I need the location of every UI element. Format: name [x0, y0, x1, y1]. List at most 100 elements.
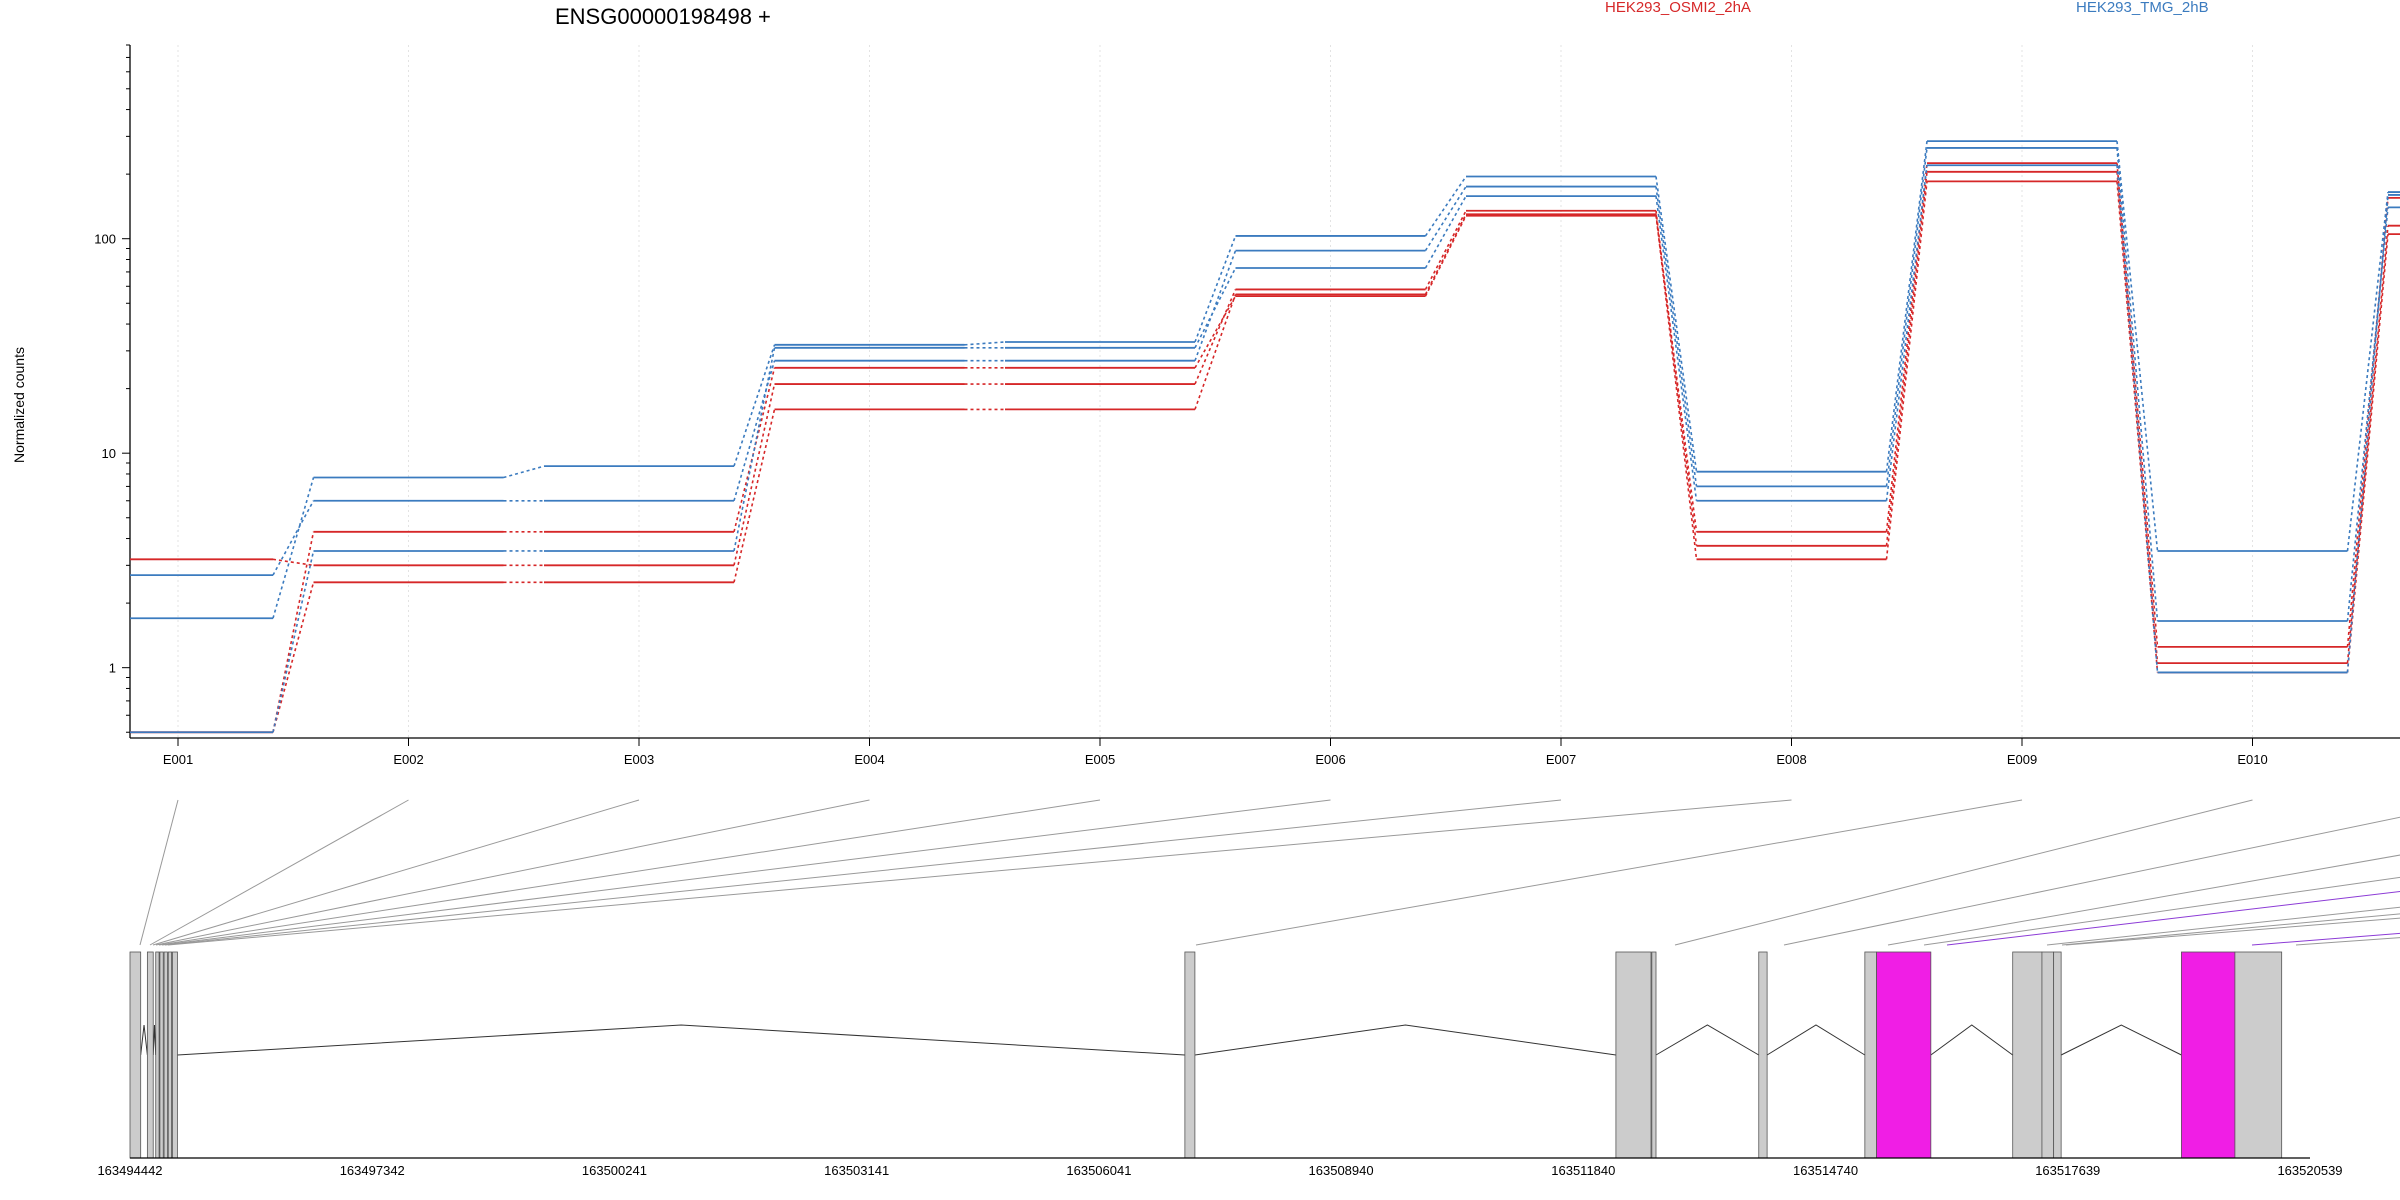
connector-e013: [1923, 876, 2400, 946]
series-6: [130, 164, 2400, 734]
connector: [1194, 235, 1237, 343]
intron: [1766, 1024, 1866, 1056]
connector-e003: [152, 799, 640, 946]
connector-e007: [164, 799, 1562, 946]
connector: [1194, 295, 1237, 369]
connector: [1885, 163, 1928, 532]
exon: [1758, 951, 1768, 1159]
exon: [129, 951, 142, 1159]
genomic-tick-label: 163517639: [2035, 1163, 2100, 1178]
genomic-axis: 163494442 163497342 163500241 163503141 1635…: [97, 1157, 2343, 1178]
exon: [1615, 951, 1652, 1159]
series-3: [130, 162, 2400, 734]
y-tick-label: 1: [109, 661, 116, 676]
connector: [503, 465, 545, 479]
legend-entry-osmi2: HEK293_OSMI2_2hA: [1605, 0, 1751, 16]
connector: [1424, 195, 1467, 269]
genomic-tick-label: 163514740: [1793, 1163, 1858, 1178]
intron: [2060, 1024, 2182, 1056]
connector: [1885, 181, 1928, 560]
series-2: [130, 170, 2400, 665]
connector: [1655, 186, 1698, 487]
connector: [733, 360, 776, 501]
connector-e011: [1783, 816, 2400, 946]
y-axis: 1 10 100: [94, 44, 131, 738]
x-tick-label-e006: E006: [1315, 752, 1345, 767]
exon: [2012, 951, 2043, 1159]
connector-e012: [1887, 854, 2400, 946]
x-tick-label-e003: E003: [624, 752, 654, 767]
connector-e017: [2065, 917, 2400, 946]
intron: [140, 1024, 148, 1056]
connector: [272, 500, 315, 576]
intron: [1655, 1024, 1760, 1056]
intron: [177, 1024, 1185, 1056]
connector: [964, 341, 1006, 346]
connector: [1424, 210, 1467, 290]
exon: [155, 951, 160, 1159]
connector-e009: [1195, 799, 2023, 946]
x-tick-label-e010: E010: [2237, 752, 2267, 767]
connector: [1655, 214, 1698, 560]
connector: [272, 477, 315, 619]
x-tick-label-e008: E008: [1776, 752, 1806, 767]
connector-e014: [1946, 890, 2400, 946]
x-tick-label-e007: E007: [1546, 752, 1576, 767]
exon: [172, 951, 178, 1159]
exon-highlight: [1876, 951, 1932, 1159]
exon: [159, 951, 164, 1159]
exon: [2234, 951, 2283, 1159]
gridlines: [177, 45, 2253, 738]
exon: [1651, 951, 1657, 1159]
connector: [1424, 186, 1467, 252]
exon-connectors: [139, 799, 2400, 946]
connector: [1424, 176, 1467, 237]
genomic-tick-label: 163500241: [582, 1163, 647, 1178]
x-tick-label-e009: E009: [2007, 752, 2037, 767]
connector-e005: [158, 799, 1101, 946]
connector: [733, 347, 776, 552]
x-tick-label-e002: E002: [393, 752, 423, 767]
connector: [1655, 215, 1698, 532]
series-lines: [130, 140, 2400, 734]
connector: [1885, 141, 1928, 472]
connector: [1885, 147, 1928, 487]
exon: [1184, 951, 1196, 1159]
chart-title: ENSG00000198498 +: [555, 4, 771, 29]
genomic-tick-label: 163503141: [824, 1163, 889, 1178]
connector: [1885, 165, 1928, 501]
exon: [163, 951, 168, 1159]
genomic-tick-label: 163506041: [1066, 1163, 1131, 1178]
connector: [733, 409, 776, 583]
connector: [2346, 194, 2389, 673]
y-tick-label: 100: [94, 232, 116, 247]
connector: [1194, 250, 1237, 361]
genomic-tick-label: 163511840: [1551, 1163, 1615, 1178]
series-4: [130, 140, 2400, 620]
genomic-tick-label: 163494442: [97, 1163, 162, 1178]
x-tick-label-e005: E005: [1085, 752, 1115, 767]
exon: [2053, 951, 2062, 1159]
x-tick-label-e004: E004: [854, 752, 884, 767]
connector: [2116, 165, 2159, 673]
connector-e002: [149, 799, 409, 946]
connector: [733, 383, 776, 566]
connector: [1885, 171, 1928, 546]
connector: [2346, 225, 2389, 664]
x-tick-label-e001: E001: [163, 752, 193, 767]
connector: [1655, 195, 1698, 501]
exon: [1864, 951, 1877, 1159]
connector: [1194, 294, 1237, 410]
series-5: [130, 147, 2400, 622]
connector: [1424, 213, 1467, 295]
y-tick-label: 10: [102, 446, 116, 461]
exon-track: [129, 951, 2283, 1159]
connector: [2116, 163, 2159, 647]
connector: [2116, 141, 2159, 552]
connector-e010: [1674, 799, 2253, 946]
intron: [1194, 1024, 1616, 1056]
connector: [272, 558, 314, 567]
exon: [167, 951, 173, 1159]
connector: [1194, 267, 1237, 349]
